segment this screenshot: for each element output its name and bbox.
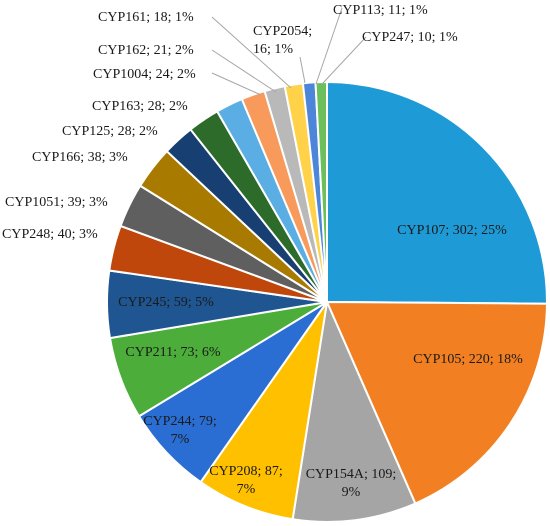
data-label-cyp105: CYP105; 220; 18% xyxy=(413,352,523,367)
leader-line xyxy=(211,49,277,93)
data-label-cyp163: CYP163; 28; 2% xyxy=(92,99,188,114)
data-label-cyp2054: CYP2054; 16; 1% xyxy=(253,24,312,57)
data-label-cyp1051: CYP1051; 39; 3% xyxy=(5,195,108,210)
data-label-cyp162: CYP162; 21; 2% xyxy=(98,43,194,58)
data-label-cyp113: CYP113; 11; 1% xyxy=(333,3,428,18)
data-labels: CYP107; 302; 25% CYP105; 220; 18% CYP154A;… xyxy=(2,3,523,500)
leader-line xyxy=(211,72,262,96)
data-label-cyp166: CYP166; 38; 3% xyxy=(32,150,128,165)
data-label-cyp208: CYP208; 87; 7% xyxy=(209,464,283,497)
leader-line xyxy=(315,7,343,85)
data-label-cyp211: CYP211; 73; 6% xyxy=(125,345,220,360)
data-label-cyp248: CYP248; 40; 3% xyxy=(2,227,98,242)
leader-line xyxy=(211,16,292,89)
pie-slice-cyp105 xyxy=(325,300,548,505)
data-label-cyp125: CYP125; 28; 2% xyxy=(62,124,158,139)
data-label-cyp1004: CYP1004; 24; 2% xyxy=(93,67,196,82)
pie-slice-cyp208 xyxy=(199,301,328,521)
leader-line xyxy=(321,36,367,85)
pie-slice-cyp107 xyxy=(326,80,548,305)
data-label-cyp244: CYP244; 79; 7% xyxy=(143,414,217,447)
data-label-cyp107: CYP107; 302; 25% xyxy=(397,223,507,238)
data-label-cyp247: CYP247; 10; 1% xyxy=(362,30,458,45)
leader-line xyxy=(299,56,306,84)
pie-slice-cyp154a xyxy=(291,298,417,524)
data-label-cyp161: CYP161; 18; 1% xyxy=(98,10,194,25)
pie-slice-cyp247 xyxy=(314,80,328,303)
data-label-cyp245: CYP245; 59; 5% xyxy=(118,295,214,310)
pie-slices xyxy=(106,80,548,524)
data-label-cyp154a: CYP154A; 109; 9% xyxy=(306,467,397,500)
leader-lines xyxy=(211,7,367,96)
